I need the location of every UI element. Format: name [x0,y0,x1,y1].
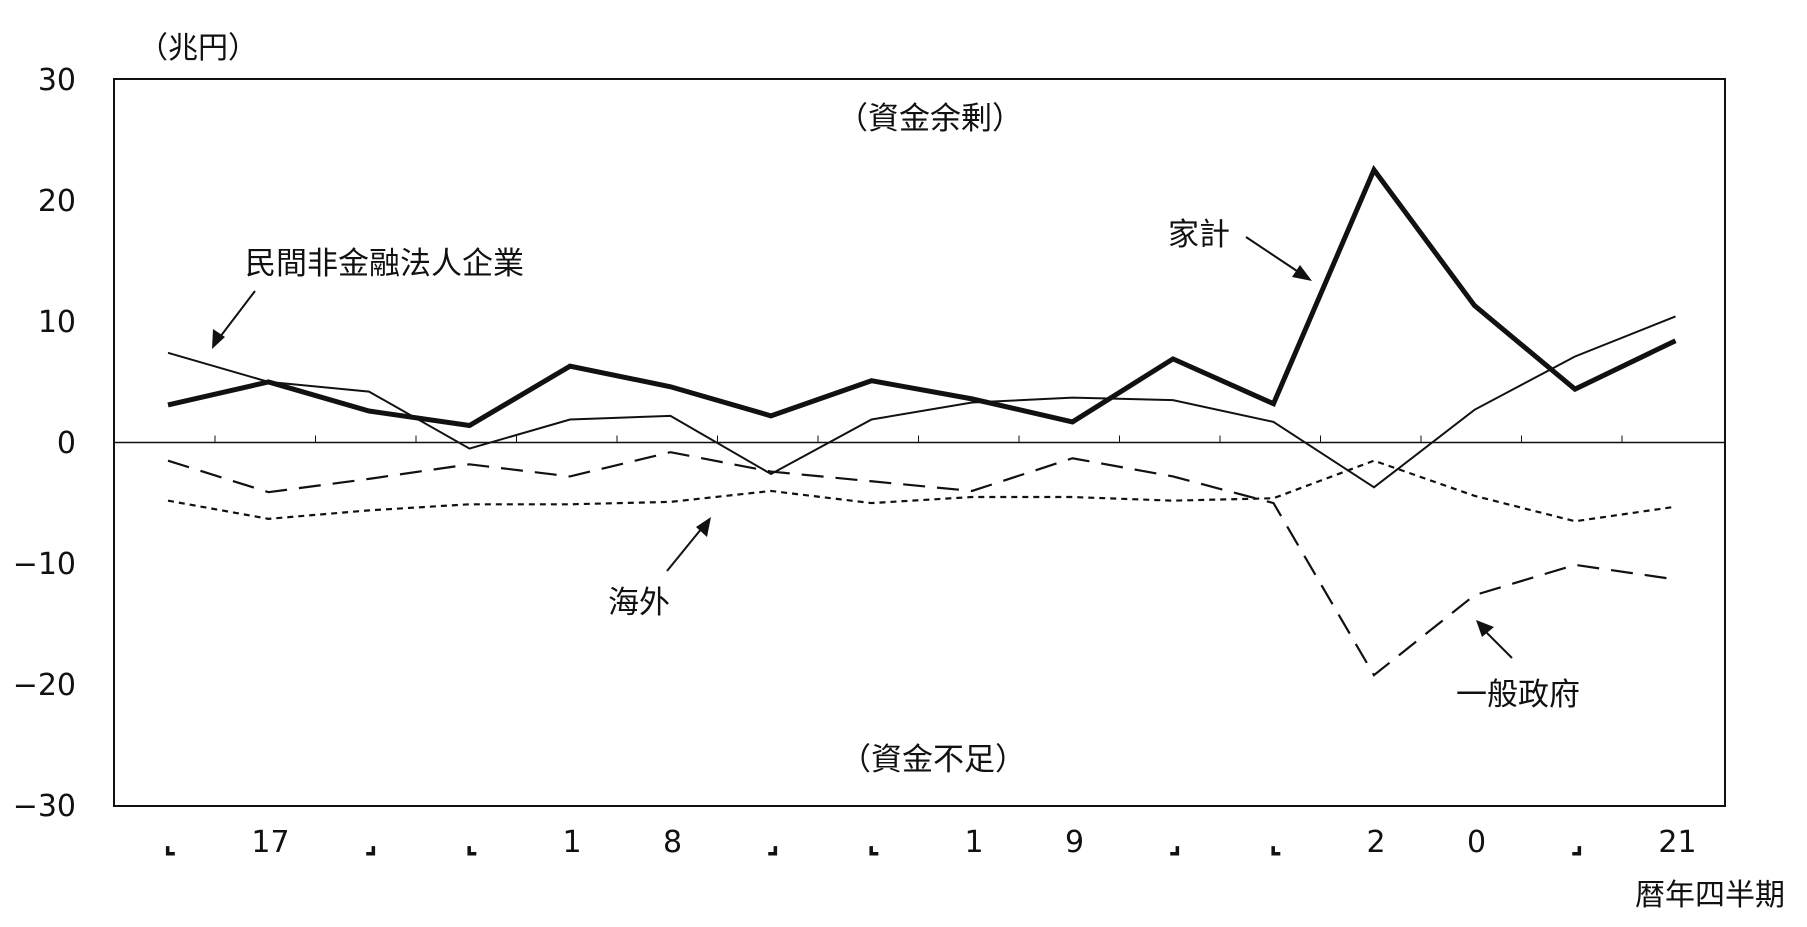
x-tick-label: ⌟ [1570,826,1583,859]
series-layer [167,164,1677,677]
y-tick-label: 30 [38,63,76,98]
series-label-overseas: 海外 [608,585,670,621]
x-tick-label: ⌞ [867,826,880,859]
arrow-head-household [1292,265,1312,281]
x-tick-label: 9 [1065,825,1084,860]
y-tick-label: −30 [13,789,76,824]
y-tick-label: −10 [13,547,76,582]
x-tick-label: 1 [964,825,983,860]
x-tick-label: 2 [1366,825,1385,860]
y-axis: 30 20 10 0 −10 −20 −30 [13,63,76,824]
x-axis-title: 暦年四半期 [1635,878,1785,913]
y-tick-label: −20 [13,668,76,703]
arrow-head-corporate [212,329,225,349]
deficit-region-label: （資金不足） [840,742,1026,778]
x-tick-label: 1 [562,825,581,860]
surplus-region-label: （資金余剰） [837,101,1023,137]
y-unit-label: （兆円） [138,31,258,66]
arrow-corporate [219,290,256,338]
arrow-head-government [1476,620,1494,637]
y-tick-label: 20 [38,184,76,219]
x-tick-label: ⌞ [465,826,478,859]
arrow-head-overseas [696,517,711,537]
series-line-household [167,164,1677,429]
series-label-government: 一般政府 [1456,677,1580,713]
arrow-overseas [666,527,703,572]
x-tick-label: ⌞ [163,826,176,859]
series-line-overseas [167,459,1676,523]
x-tick-label: ⌟ [766,826,779,859]
y-tick-label: 0 [57,426,76,461]
series-label-corporate: 民間非金融法人企業 [245,246,524,282]
x-tick-label: 17 [251,825,289,860]
series-line-corporate [167,315,1676,489]
x-tick-label: 8 [663,825,682,860]
arrow-household [1245,236,1304,276]
x-tick-label: ⌟ [1168,826,1181,859]
x-tick-label: 21 [1658,825,1696,860]
x-tick-label: ⌞ [1269,826,1282,859]
x-axis: ⌞ 17 ⌟ ⌞ 1 8 ⌟ ⌞ 1 9 ⌟ ⌞ 2 0 ⌟ 21 [163,825,1696,860]
y-tick-label: 10 [38,305,76,340]
x-tick-label: 0 [1467,825,1486,860]
zero-axis [114,435,1725,444]
x-tick-label: ⌟ [364,826,377,859]
arrow-government [1482,628,1513,659]
series-line-government [167,451,1676,677]
series-label-household: 家計 [1168,217,1230,253]
